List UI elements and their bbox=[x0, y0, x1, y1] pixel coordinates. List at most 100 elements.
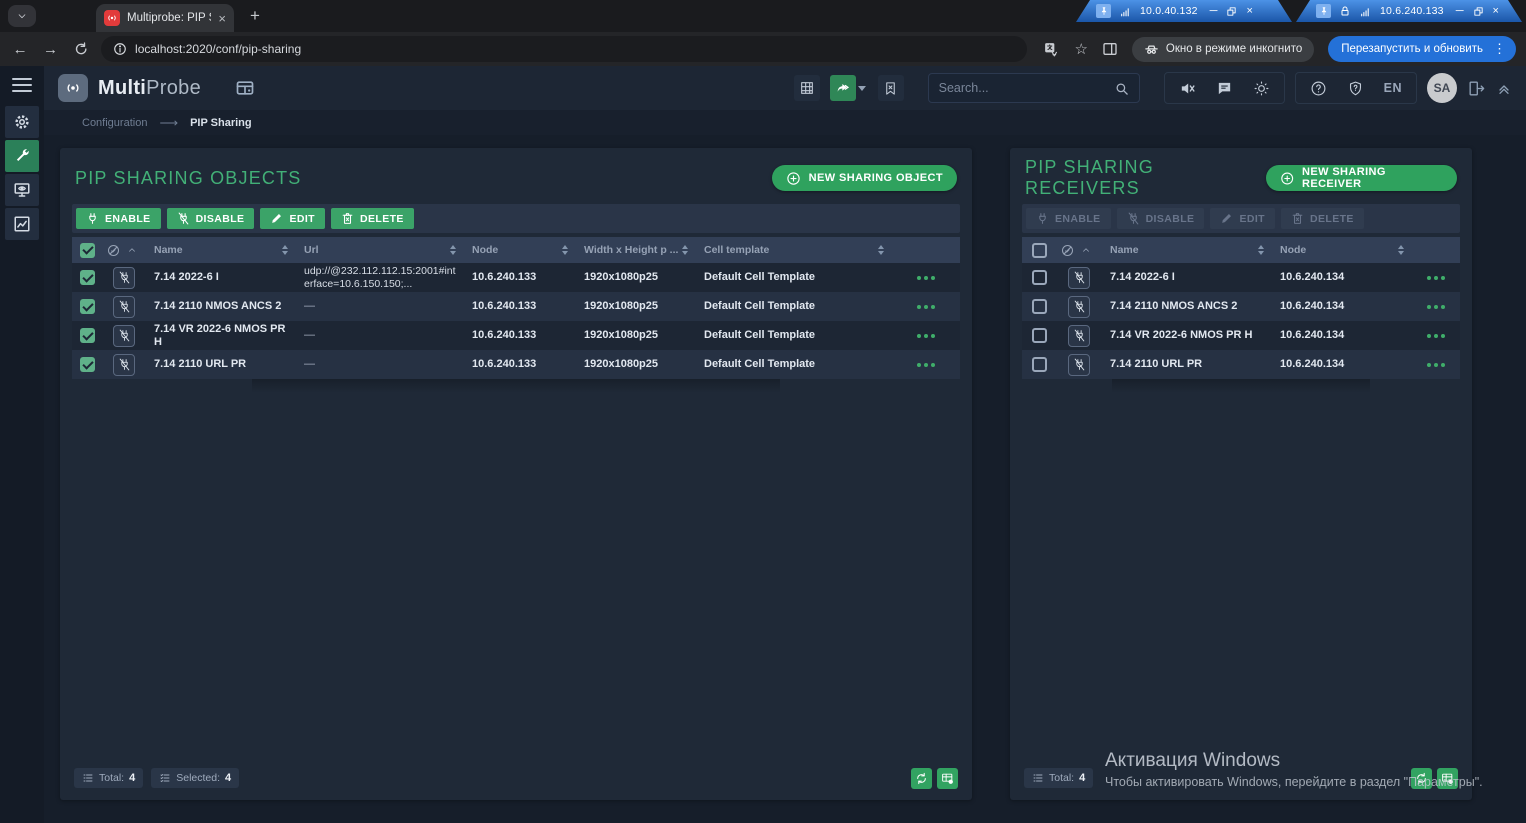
delete-button[interactable]: DELETE bbox=[1281, 208, 1364, 229]
status-disabled-toggle[interactable] bbox=[113, 353, 135, 376]
table-row[interactable]: 7.14 VR 2022-6 NMOS PR H 10.6.240.134 bbox=[1022, 321, 1460, 350]
table-row[interactable]: 7.14 2110 NMOS ANCS 2 — 10.6.240.133 192… bbox=[72, 292, 960, 321]
side-panel-icon[interactable] bbox=[1102, 41, 1118, 57]
row-actions-icon[interactable] bbox=[892, 304, 960, 309]
new-sharing-receiver-button[interactable]: NEW SHARING RECEIVER bbox=[1265, 165, 1457, 191]
table-row[interactable]: 7.14 2022-6 I udp://@232.112.112.15:2001… bbox=[72, 263, 960, 292]
rdp-minimize-button[interactable]: ─ bbox=[1455, 5, 1464, 17]
sidebar-item-configuration[interactable] bbox=[5, 140, 39, 172]
sidebar-item-settings[interactable] bbox=[5, 106, 39, 138]
rdp-close-button[interactable]: × bbox=[1246, 5, 1253, 17]
row-actions-icon[interactable] bbox=[892, 362, 960, 367]
logout-icon[interactable] bbox=[1467, 79, 1486, 98]
row-checkbox[interactable] bbox=[1031, 328, 1047, 343]
column-size[interactable]: Width x Height p ... bbox=[576, 244, 696, 256]
messages-icon[interactable] bbox=[1216, 80, 1233, 97]
mute-icon[interactable] bbox=[1179, 80, 1196, 97]
back-button[interactable]: ← bbox=[12, 40, 28, 58]
row-checkbox[interactable] bbox=[1031, 299, 1047, 314]
breadcrumb-parent[interactable]: Configuration bbox=[82, 116, 148, 129]
translate-icon[interactable] bbox=[1043, 41, 1060, 58]
row-actions-icon[interactable] bbox=[892, 333, 960, 338]
column-name[interactable]: Name bbox=[146, 244, 296, 256]
row-actions-icon[interactable] bbox=[1412, 333, 1460, 338]
tab-close-icon[interactable]: × bbox=[218, 10, 226, 26]
table-row[interactable]: 7.14 2110 NMOS ANCS 2 10.6.240.134 bbox=[1022, 292, 1460, 321]
status-disabled-toggle[interactable] bbox=[113, 324, 135, 347]
rdp-restore-button[interactable] bbox=[1473, 6, 1484, 17]
column-url[interactable]: Url bbox=[296, 244, 464, 256]
browser-menu-icon[interactable]: ⋮ bbox=[1493, 41, 1506, 56]
edit-button[interactable]: EDIT bbox=[260, 208, 325, 229]
table-settings-button[interactable] bbox=[1437, 767, 1458, 789]
collapse-header-icon[interactable] bbox=[1496, 80, 1512, 96]
row-checkbox[interactable] bbox=[79, 299, 95, 314]
refresh-button[interactable] bbox=[1411, 767, 1432, 789]
column-node[interactable]: Node bbox=[464, 244, 576, 256]
status-disabled-toggle[interactable] bbox=[1068, 266, 1090, 289]
status-disabled-toggle[interactable] bbox=[113, 266, 135, 289]
relaunch-update-button[interactable]: Перезапустить и обновить ⋮ bbox=[1328, 36, 1516, 62]
column-template[interactable]: Cell template bbox=[696, 244, 892, 256]
rdp-restore-button[interactable] bbox=[1226, 6, 1237, 17]
rdp-close-button[interactable]: × bbox=[1492, 5, 1499, 17]
status-column-sort[interactable] bbox=[102, 243, 146, 258]
sharing-dropdown-caret[interactable] bbox=[857, 85, 866, 91]
row-checkbox[interactable] bbox=[79, 270, 95, 285]
column-node[interactable]: Node bbox=[1272, 244, 1412, 256]
forward-button[interactable]: → bbox=[43, 40, 59, 58]
new-sharing-object-button[interactable]: NEW SHARING OBJECT bbox=[771, 165, 957, 191]
status-disabled-toggle[interactable] bbox=[113, 295, 135, 318]
delete-button[interactable]: DELETE bbox=[331, 208, 414, 229]
workspace-icon[interactable] bbox=[235, 78, 255, 98]
search-icon[interactable] bbox=[1114, 81, 1129, 96]
table-row[interactable]: 7.14 2022-6 I 10.6.240.134 bbox=[1022, 263, 1460, 292]
status-disabled-toggle[interactable] bbox=[1068, 295, 1090, 318]
shield-help-icon[interactable] bbox=[1347, 80, 1364, 97]
site-info-icon[interactable] bbox=[113, 42, 127, 56]
search-input[interactable] bbox=[938, 81, 1114, 95]
status-disabled-toggle[interactable] bbox=[1068, 324, 1090, 347]
table-row[interactable]: 7.14 VR 2022-6 NMOS PR H — 10.6.240.133 … bbox=[72, 321, 960, 350]
select-all-checkbox[interactable] bbox=[1031, 242, 1047, 258]
enable-button[interactable]: ENABLE bbox=[76, 208, 161, 229]
pin-icon[interactable] bbox=[1096, 4, 1111, 18]
sidebar-item-charts[interactable] bbox=[5, 208, 39, 240]
row-actions-icon[interactable] bbox=[1412, 304, 1460, 309]
select-all-checkbox[interactable] bbox=[79, 242, 95, 258]
pin-icon[interactable] bbox=[1316, 4, 1331, 18]
disable-button[interactable]: DISABLE bbox=[1116, 208, 1205, 229]
disable-button[interactable]: DISABLE bbox=[166, 208, 255, 229]
sidebar-item-monitoring[interactable] bbox=[5, 174, 39, 206]
edit-button[interactable]: EDIT bbox=[1210, 208, 1275, 229]
grid-view-button[interactable] bbox=[793, 75, 820, 101]
reload-button[interactable] bbox=[71, 41, 91, 57]
row-actions-icon[interactable] bbox=[1412, 362, 1460, 367]
status-disabled-toggle[interactable] bbox=[1068, 353, 1090, 376]
row-checkbox[interactable] bbox=[1031, 357, 1047, 372]
tab-search-button[interactable] bbox=[8, 5, 36, 27]
menu-toggle-button[interactable] bbox=[12, 78, 32, 92]
url-field[interactable]: localhost:2020/conf/pip-sharing bbox=[101, 36, 1028, 62]
new-tab-button[interactable]: + bbox=[250, 6, 260, 25]
column-name[interactable]: Name bbox=[1102, 244, 1272, 256]
sharing-mode-button[interactable] bbox=[829, 75, 856, 101]
browser-tab[interactable]: Multiprobe: PIP Sharing × bbox=[96, 4, 234, 32]
rdp-minimize-button[interactable]: ─ bbox=[1209, 5, 1218, 17]
language-selector[interactable]: EN bbox=[1383, 81, 1402, 95]
row-actions-icon[interactable] bbox=[1412, 275, 1460, 280]
brightness-icon[interactable] bbox=[1253, 80, 1270, 97]
bookmark-remove-button[interactable] bbox=[877, 75, 904, 101]
row-checkbox[interactable] bbox=[1031, 270, 1047, 285]
table-settings-button[interactable] bbox=[937, 767, 958, 789]
status-column-sort[interactable] bbox=[1056, 243, 1102, 258]
refresh-button[interactable] bbox=[911, 767, 932, 789]
table-row[interactable]: 7.14 2110 URL PR 10.6.240.134 bbox=[1022, 350, 1460, 379]
row-checkbox[interactable] bbox=[79, 328, 95, 343]
table-row[interactable]: 7.14 2110 URL PR — 10.6.240.133 1920x108… bbox=[72, 350, 960, 379]
enable-button[interactable]: ENABLE bbox=[1026, 208, 1111, 229]
bookmark-star-icon[interactable]: ☆ bbox=[1074, 41, 1088, 58]
row-checkbox[interactable] bbox=[79, 357, 95, 372]
avatar[interactable]: SA bbox=[1427, 73, 1457, 103]
row-actions-icon[interactable] bbox=[892, 275, 960, 280]
